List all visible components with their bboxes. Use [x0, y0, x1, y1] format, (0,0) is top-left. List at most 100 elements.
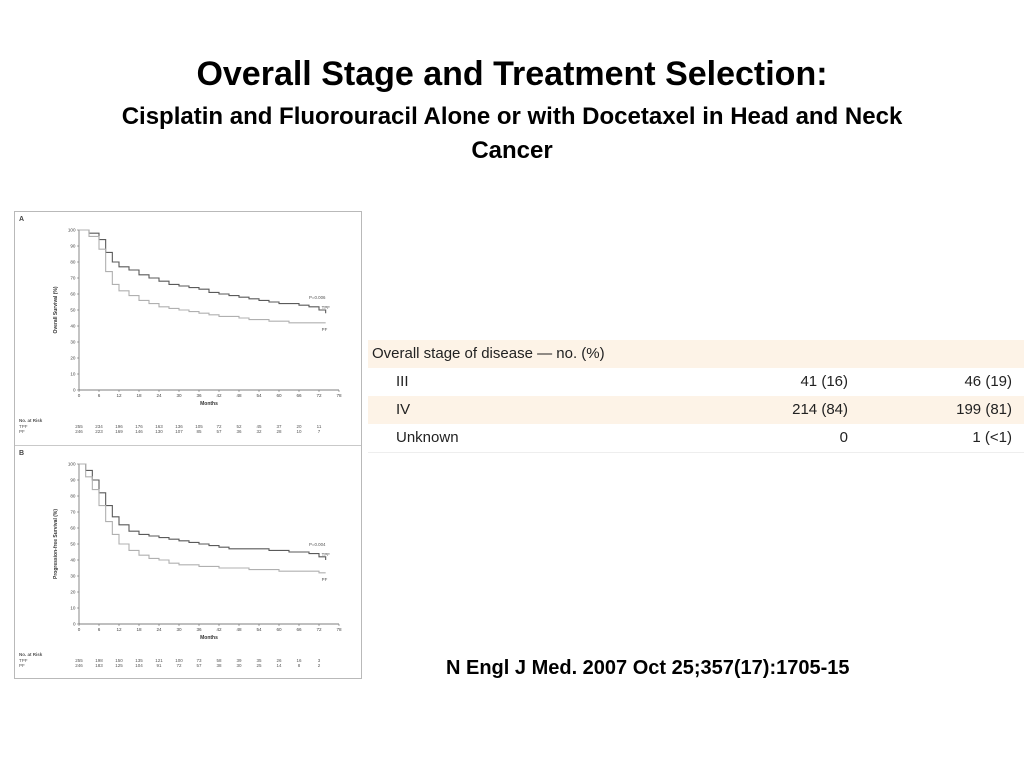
risk-value: 26 [276, 657, 282, 663]
x-tick-label: 42 [216, 627, 222, 632]
x-tick-label: 24 [156, 627, 162, 632]
km-panel-a: 0 10 20 30 40 50 60 70 80 90 100 0 6 12 18 24 30 36 42 48 54… [15, 212, 361, 442]
risk-value: 10 [296, 429, 302, 434]
risk-value: 125 [115, 663, 123, 668]
series-line-tpf [79, 229, 327, 314]
y-tick-label: 50 [70, 308, 76, 313]
km-figure: 0 10 20 30 40 50 60 70 80 90 100 0 6 12 18 24 30 36 42 48 54… [14, 211, 362, 679]
risk-row-tpf: TPF 255 198 150 135 121 100 73 58 39 35 26 16 3 [19, 658, 349, 664]
y-tick-label: 100 [68, 228, 76, 233]
risk-value: 37 [276, 423, 282, 429]
table-row: III 41 (16) 46 (19) [368, 368, 1024, 396]
risk-row-pf: PF 246 183 125 104 91 72 57 38 30 25 14 8 2 [19, 663, 349, 669]
x-tick-label: 18 [136, 627, 142, 632]
risk-value: 20 [296, 423, 302, 429]
series-line-tpf [79, 463, 327, 560]
km-panel-b: 0 10 20 30 40 50 60 70 80 90 100 0 6 12 18 24 30 36 42 48 54… [15, 445, 361, 676]
table-row: Unknown 0 1 (<1) [368, 424, 1024, 453]
risk-table-title: No. at Risk [19, 418, 43, 423]
y-tick-label: 90 [70, 244, 76, 249]
y-tick-label: 70 [70, 276, 76, 281]
series-label-pf: PF [322, 327, 328, 332]
risk-value: 73 [196, 657, 202, 663]
risk-value: 16 [296, 657, 302, 663]
risk-value: 2 [317, 663, 321, 668]
p-value-annotation: P=0.004 [309, 542, 326, 547]
risk-value: 57 [216, 429, 222, 434]
x-tick-label: 48 [236, 393, 242, 398]
x-tick-label: 24 [156, 393, 162, 398]
risk-value: 7 [317, 429, 321, 434]
y-tick-label: 20 [70, 356, 76, 361]
y-tick-label: 0 [73, 622, 76, 627]
slide-title: Overall Stage and Treatment Selection: [196, 55, 828, 93]
risk-value: 25 [256, 663, 262, 668]
x-tick-label: 30 [176, 393, 182, 398]
x-tick-label: 72 [316, 627, 322, 632]
x-tick-label: 6 [98, 627, 101, 632]
risk-table-title: No. at Risk [19, 652, 43, 657]
risk-value: 135 [135, 657, 143, 663]
series-line-pf [79, 463, 326, 574]
risk-row-label: PF [19, 663, 25, 668]
risk-value: 32 [256, 429, 262, 434]
risk-value: 198 [95, 657, 103, 663]
stage-label: Unknown [396, 429, 459, 446]
y-tick-label: 100 [68, 462, 76, 467]
tpf-value: 0 [839, 429, 848, 446]
y-tick-label: 50 [70, 542, 76, 547]
risk-value: 146 [135, 429, 143, 434]
km-chart-a: 0 10 20 30 40 50 60 70 80 90 100 0 6 12 18 24 30 36 42 48 54… [53, 228, 342, 407]
y-tick-label: 60 [70, 292, 76, 297]
series-label-tpf: TPF [322, 305, 331, 310]
risk-value: 246 [75, 429, 83, 434]
risk-value: 246 [75, 663, 83, 668]
stage-table: Overall stage of disease — no. (%) III 4… [368, 340, 1024, 453]
y-tick-label: 30 [70, 340, 76, 345]
x-tick-label: 54 [256, 627, 262, 632]
y-axis-label: Overall Survival (%) [53, 286, 59, 333]
risk-value: 45 [256, 423, 262, 429]
series-label-tpf: TPF [322, 552, 331, 557]
y-tick-label: 60 [70, 526, 76, 531]
risk-value: 223 [95, 429, 103, 434]
x-tick-label: 42 [216, 393, 222, 398]
x-tick-label: 54 [256, 393, 262, 398]
risk-value: 28 [276, 429, 282, 434]
y-tick-label: 70 [70, 510, 76, 515]
risk-value: 150 [115, 657, 123, 663]
x-tick-label: 12 [116, 627, 122, 632]
y-tick-label: 80 [70, 260, 76, 265]
tpf-value: 41 (16) [800, 373, 848, 390]
risk-value: 38 [216, 663, 222, 668]
risk-value: 176 [135, 423, 143, 429]
stage-table-header: Overall stage of disease — no. (%) [368, 340, 1024, 368]
risk-table-a: No. at Risk TPF 255 234 196 176 163 136 105 72 52 4… [19, 418, 349, 435]
x-tick-label: 30 [176, 627, 182, 632]
risk-value: 130 [155, 429, 163, 434]
y-tick-label: 10 [70, 372, 76, 377]
series-label-pf: PF [322, 577, 328, 582]
risk-value: 136 [175, 423, 183, 429]
risk-row-label: PF [19, 429, 25, 434]
x-tick-label: 0 [78, 627, 81, 632]
x-tick-label: 0 [78, 393, 81, 398]
panel-label-a: A [19, 216, 25, 223]
x-tick-label: 12 [116, 393, 122, 398]
risk-value: 121 [155, 657, 163, 663]
p-value-annotation: P=0.006 [309, 295, 326, 300]
risk-row-label: TPF [19, 657, 28, 663]
risk-value: 57 [196, 663, 202, 668]
risk-value: 58 [216, 657, 222, 663]
risk-value: 100 [175, 657, 183, 663]
x-tick-label: 72 [316, 393, 322, 398]
pf-value: 1 (<1) [972, 429, 1012, 446]
x-tick-label: 66 [296, 627, 302, 632]
km-chart-b: 0 10 20 30 40 50 60 70 80 90 100 0 6 12 18 24 30 36 42 48 54… [53, 462, 342, 641]
risk-value: 39 [236, 657, 242, 663]
series-line-pf [79, 229, 326, 324]
y-tick-label: 0 [73, 388, 76, 393]
risk-value: 255 [75, 423, 83, 429]
risk-value: 3 [317, 657, 321, 663]
x-axis-label: Months [200, 635, 218, 641]
